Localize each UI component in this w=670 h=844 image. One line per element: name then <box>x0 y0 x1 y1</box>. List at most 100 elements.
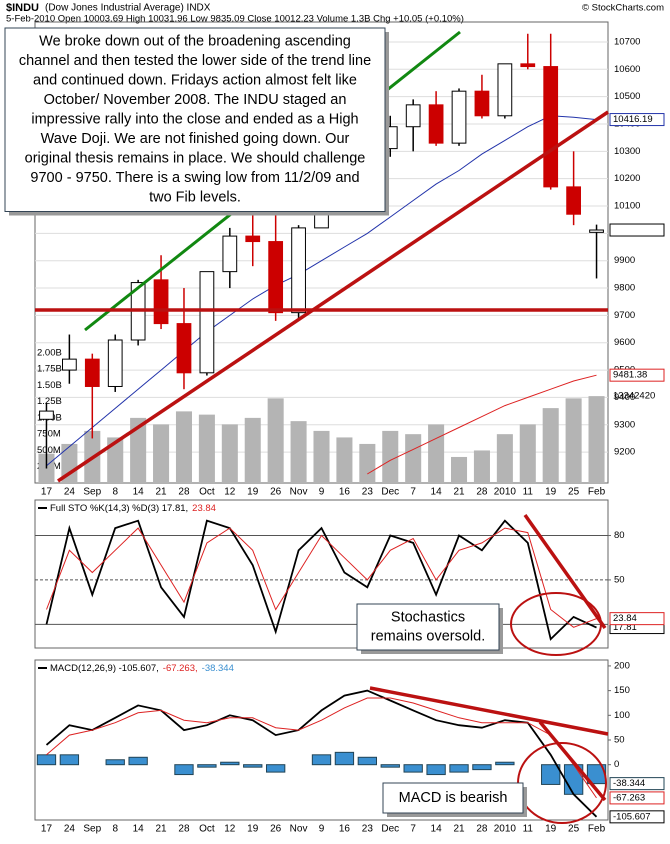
y-tick-label: 10100 <box>614 201 640 212</box>
series-line <box>367 374 597 475</box>
x-tick-label: 8 <box>112 824 118 835</box>
y-tick-label: 1.50B <box>37 380 62 391</box>
value-label: 23.84 <box>613 613 637 624</box>
value-label: 17.81 <box>613 622 637 633</box>
value-label: 9481.38 <box>613 370 647 381</box>
y-tick-label: 10200 <box>614 173 640 184</box>
volume-bar <box>542 408 559 483</box>
x-tick-label: 2010 <box>494 824 517 835</box>
histogram-bar <box>128 756 148 766</box>
legend: MACD(12,26,9) -105.607, -67.263, -38.344 <box>50 663 234 674</box>
x-tick-label: 28 <box>178 824 190 835</box>
series-line <box>46 527 597 628</box>
x-tick-label: 14 <box>431 487 443 498</box>
x-tick-label: 19 <box>247 487 259 498</box>
x-tick-label: 25 <box>568 824 580 835</box>
candle-body <box>39 410 54 420</box>
histogram-bar <box>403 764 423 773</box>
y-tick-label: 1.75B <box>37 364 62 375</box>
trend-line <box>523 513 607 630</box>
histogram-bar <box>220 761 240 766</box>
annotation-text: October/ November 2008. The INDU staged … <box>44 92 347 108</box>
candle-body <box>199 271 215 374</box>
volume-bar <box>61 443 78 483</box>
x-tick-label: 28 <box>178 487 190 498</box>
value-label: 10416.19 <box>613 114 653 125</box>
volume-bar <box>313 430 330 483</box>
series-line <box>46 115 597 467</box>
volume-bar <box>336 437 353 483</box>
volume-bar <box>175 411 193 483</box>
volume-bar <box>473 450 490 483</box>
y-tick-label: 500M <box>37 445 61 456</box>
candle-body <box>291 227 306 314</box>
candle-body <box>497 63 513 117</box>
y-tick-label: 200 <box>614 660 630 671</box>
y-tick-label: 9400 <box>614 392 635 403</box>
x-tick-label: Sep <box>83 487 101 498</box>
x-tick-label: Dec <box>381 824 399 835</box>
value-label: -38.344 <box>613 778 645 789</box>
y-tick-label: 50 <box>614 735 625 746</box>
histogram-bar <box>380 764 400 768</box>
x-tick-label: 21 <box>453 824 465 835</box>
histogram-bar <box>449 764 469 773</box>
annotation-box <box>4 27 386 212</box>
candle-body <box>566 186 581 215</box>
x-tick-label: Feb <box>588 824 606 835</box>
volume-bar <box>405 434 422 483</box>
volume-bar <box>221 424 238 483</box>
histogram-bar <box>541 764 561 785</box>
legend-entry: Full STO %K(14,3) %D(3) 17.81, <box>50 503 188 514</box>
x-tick-label: 12 <box>224 824 236 835</box>
volume-bar <box>428 424 445 483</box>
candle-body <box>451 90 467 144</box>
x-tick-label: 23 <box>362 487 374 498</box>
histogram-bar <box>426 764 446 776</box>
x-tick-label: 19 <box>545 487 557 498</box>
value-label-box <box>609 791 665 805</box>
candle-body <box>589 229 604 233</box>
histogram-bar <box>357 756 378 766</box>
legend-entry: 23.84 <box>192 503 216 514</box>
subtitle: 5-Feb-2010 Open 10003.69 High 10031.96 L… <box>6 14 464 25</box>
volume-bar <box>450 456 468 483</box>
x-tick-label: Nov <box>290 487 308 498</box>
histogram-bar <box>36 754 57 766</box>
value-label-box <box>609 113 665 127</box>
y-tick-label: 150 <box>614 685 630 696</box>
volume-bar <box>107 437 124 483</box>
x-tick-label: Oct <box>199 487 215 498</box>
x-tick-label: 14 <box>133 487 145 498</box>
x-tick-label: 17 <box>41 487 53 498</box>
x-tick-label: Dec <box>381 487 399 498</box>
x-tick-label: 28 <box>476 824 488 835</box>
volume-bar <box>588 396 605 483</box>
candle-body <box>474 90 490 117</box>
candle-body <box>176 323 192 374</box>
histogram-bar <box>495 761 515 766</box>
y-tick-label: 9700 <box>614 310 635 321</box>
x-tick-label: 2010 <box>494 487 517 498</box>
panel-frame <box>34 499 609 649</box>
x-tick-label: 7 <box>410 487 416 498</box>
histogram-bar <box>334 751 355 766</box>
y-tick-label: 0 <box>614 759 619 770</box>
x-tick-label: 11 <box>523 487 534 498</box>
histogram-bar <box>59 754 80 766</box>
x-tick-label: 8 <box>112 487 118 498</box>
x-tick-label: Oct <box>199 824 215 835</box>
volume-bar <box>496 434 513 483</box>
candle-body <box>222 235 238 273</box>
volume-bar <box>359 443 376 483</box>
annotation-box <box>382 782 524 814</box>
value-label: -105.607 <box>613 811 651 822</box>
y-tick-label: 50 <box>614 574 625 585</box>
histogram-bar <box>174 764 194 776</box>
candle-body <box>84 358 100 387</box>
x-tick-label: 9 <box>319 487 325 498</box>
x-tick-label: 21 <box>155 824 167 835</box>
legend-entry: -67.263, <box>163 663 198 674</box>
y-tick-label: 9900 <box>614 255 635 266</box>
